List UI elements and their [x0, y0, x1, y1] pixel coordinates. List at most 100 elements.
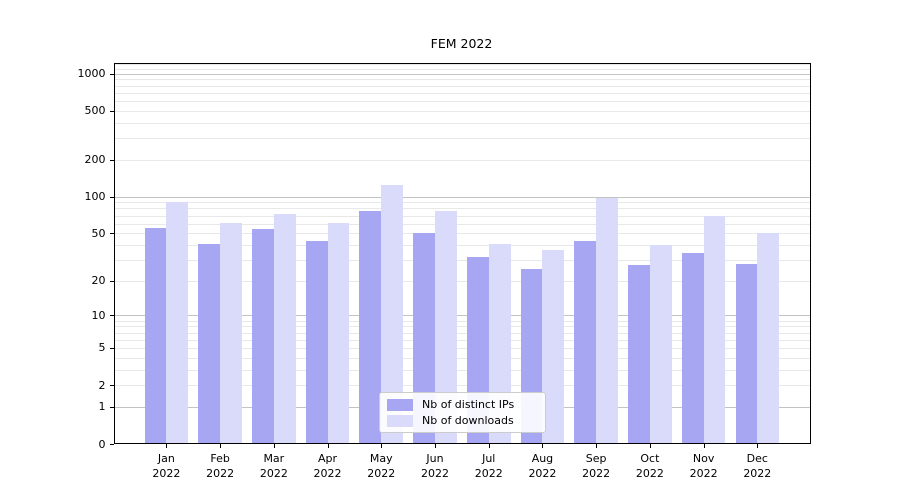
gridline-minor [113, 223, 811, 225]
gridline-minor [113, 259, 811, 261]
x-tick-year: 2022 [635, 467, 664, 480]
x-tick-label: Oct 2022 [622, 451, 678, 481]
gridline-minor [113, 202, 811, 204]
x-tick-label: Feb 2022 [192, 451, 248, 481]
gridline-minor [113, 63, 811, 65]
x-tick-month: Oct [640, 452, 660, 465]
gridline-minor [113, 332, 811, 334]
y-tick-label: 1000 [77, 67, 106, 81]
bar-distinct-ips [628, 265, 650, 444]
x-tick-label: Jun 2022 [407, 451, 463, 481]
bar-distinct-ips [359, 210, 382, 444]
x-tick-mark [435, 444, 436, 448]
y-tick-mark [109, 159, 114, 161]
gridline-minor [113, 385, 811, 387]
legend-label-distinct-ips: Nb of distinct IPs [422, 398, 515, 411]
bar-distinct-ips [413, 233, 435, 444]
x-tick-label: Aug 2022 [514, 451, 570, 481]
x-tick-month: Nov [692, 452, 715, 465]
gridline-minor [113, 320, 811, 322]
gridline-minor [113, 79, 811, 81]
legend-swatch-downloads [387, 414, 413, 427]
x-tick-mark [327, 444, 329, 448]
bar-downloads [596, 198, 618, 444]
bar-downloads [435, 211, 457, 444]
x-tick-month: Dec [746, 452, 768, 465]
x-tick-year: 2022 [582, 467, 611, 480]
bar-downloads [220, 222, 242, 444]
y-tick-label: 5 [98, 341, 106, 355]
gridline-minor [113, 68, 811, 70]
bar-distinct-ips [574, 241, 597, 444]
y-tick-label: 500 [84, 104, 106, 118]
gridline-minor [113, 244, 811, 246]
bar-distinct-ips [144, 228, 167, 444]
chart-title: FEM 2022 [430, 36, 493, 51]
bar-downloads [166, 201, 189, 444]
gridline-minor [113, 92, 811, 94]
gridline-minor [113, 326, 811, 328]
x-tick-mark [488, 444, 490, 448]
x-tick-month: Jan [157, 452, 175, 465]
gridline-minor [113, 208, 811, 210]
legend: Nb of distinct IPs Nb of downloads [379, 392, 546, 433]
bar-distinct-ips [305, 241, 328, 444]
x-tick-year: 2022 [152, 467, 181, 480]
x-tick-mark [381, 444, 383, 448]
gridline-minor [113, 347, 811, 349]
x-tick-mark [166, 444, 168, 448]
bar-distinct-ips [681, 253, 704, 444]
gridline-minor [113, 138, 811, 140]
bar-downloads [381, 184, 404, 444]
legend-item-downloads: Nb of downloads [387, 414, 538, 427]
gridline-minor [113, 357, 811, 359]
x-tick-label: Jul 2022 [461, 451, 517, 481]
x-tick-month: Aug [531, 452, 554, 465]
y-tick-mark [109, 347, 114, 349]
x-tick-year: 2022 [689, 467, 718, 480]
bar-distinct-ips [198, 243, 221, 444]
x-tick-mark [596, 444, 598, 448]
legend-label-downloads: Nb of downloads [422, 414, 514, 427]
x-tick-month: May [369, 452, 393, 465]
x-tick-mark [649, 444, 651, 448]
x-tick-month: Jul [482, 452, 496, 465]
x-tick-month: Mar [263, 452, 285, 465]
y-tick-label: 200 [84, 153, 106, 167]
x-tick-year: 2022 [206, 467, 235, 480]
bar-downloads [327, 222, 350, 444]
x-tick-label: Sep 2022 [568, 451, 624, 481]
gridline-minor [113, 339, 811, 341]
x-tick-label: Mar 2022 [246, 451, 302, 481]
x-tick-year: 2022 [259, 467, 288, 480]
y-tick-mark [109, 110, 114, 112]
y-tick-label: 1 [98, 400, 106, 414]
gridline-minor [113, 369, 811, 371]
gridline-minor [113, 110, 811, 112]
plot-area [113, 63, 811, 444]
x-tick-year: 2022 [528, 467, 557, 480]
bar-downloads [757, 233, 780, 444]
y-tick-mark [109, 315, 114, 317]
y-tick-mark [109, 196, 114, 198]
gridline-minor [113, 215, 811, 217]
bar-downloads [542, 250, 565, 444]
gridline-major [113, 196, 811, 198]
x-tick-year: 2022 [367, 467, 396, 480]
bar-distinct-ips [252, 229, 274, 444]
y-tick-label: 10 [91, 308, 106, 322]
x-tick-year: 2022 [743, 467, 772, 480]
gridline-major [113, 315, 811, 317]
bar-downloads [649, 244, 672, 444]
y-tick-label: 2 [98, 378, 106, 392]
x-tick-mark [703, 444, 705, 448]
x-tick-month: Sep [585, 452, 607, 465]
y-tick-mark [109, 73, 114, 75]
gridline-minor [113, 101, 811, 103]
x-tick-mark [757, 444, 759, 448]
bar-distinct-ips [735, 263, 758, 444]
y-tick-mark [109, 280, 114, 282]
legend-item-distinct-ips: Nb of distinct IPs [387, 398, 538, 411]
bar-downloads [703, 216, 726, 444]
